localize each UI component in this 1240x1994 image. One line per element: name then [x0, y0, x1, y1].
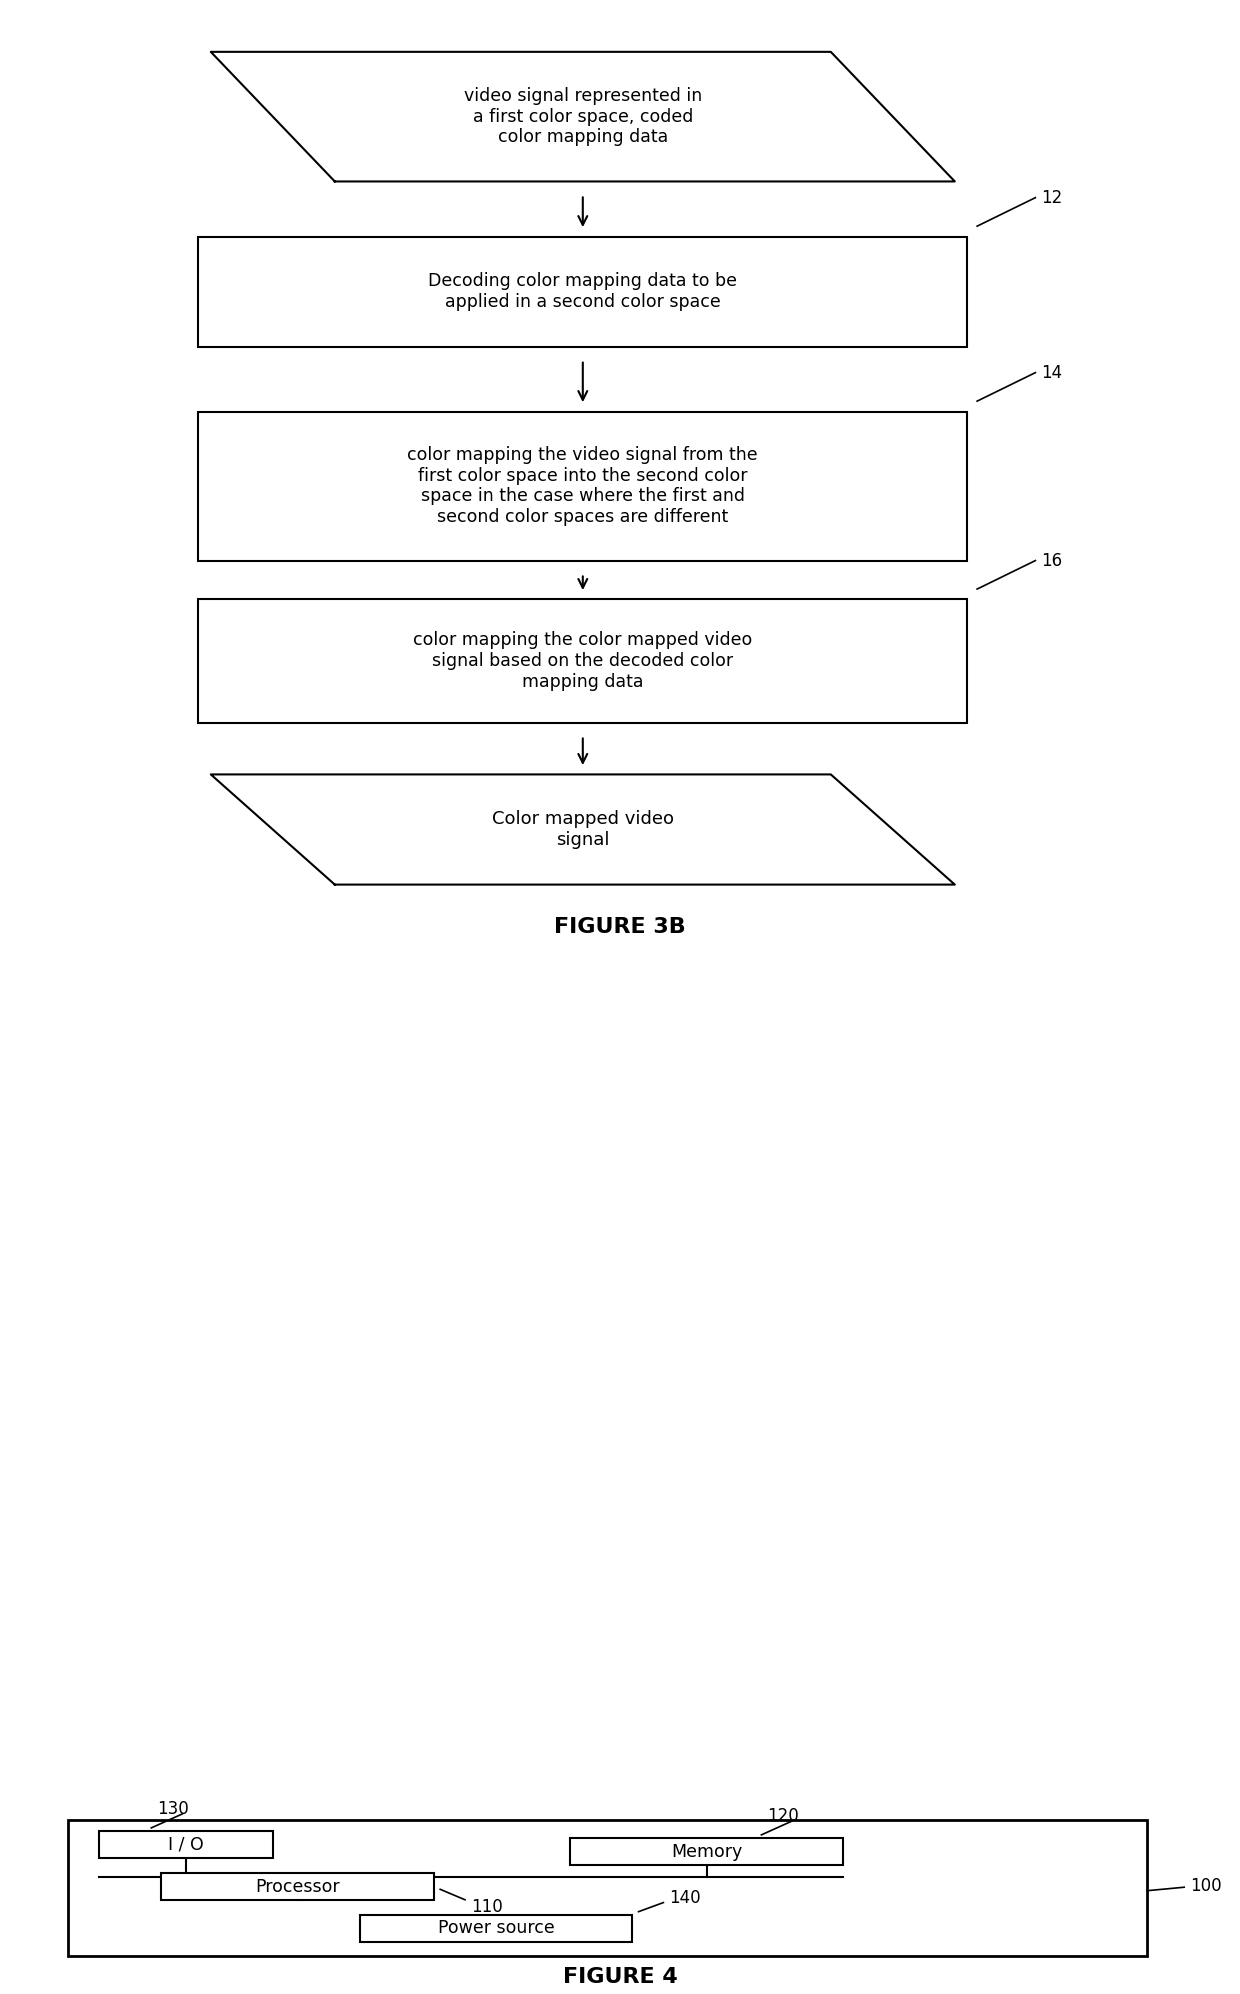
- Bar: [161, 1872, 434, 1900]
- Text: video signal represented in
a first color space, coded
color mapping data: video signal represented in a first colo…: [464, 88, 702, 146]
- Bar: [570, 1838, 843, 1864]
- Text: 14: 14: [1042, 363, 1063, 381]
- Text: 100: 100: [1190, 1876, 1223, 1894]
- Text: Decoding color mapping data to be
applied in a second color space: Decoding color mapping data to be applie…: [428, 273, 738, 311]
- Text: 16: 16: [1042, 552, 1063, 570]
- Text: color mapping the video signal from the
first color space into the second color
: color mapping the video signal from the …: [408, 447, 758, 526]
- Bar: [198, 237, 967, 347]
- Text: Power source: Power source: [438, 1920, 554, 1938]
- Text: 12: 12: [1042, 189, 1063, 207]
- Text: Processor: Processor: [255, 1878, 340, 1896]
- Text: 120: 120: [768, 1807, 800, 1825]
- Bar: [198, 600, 967, 722]
- Text: Color mapped video
signal: Color mapped video signal: [492, 810, 673, 849]
- Bar: [68, 1819, 1147, 1956]
- Text: 130: 130: [157, 1801, 190, 1819]
- Text: 110: 110: [471, 1898, 503, 1916]
- Text: 140: 140: [670, 1888, 702, 1906]
- Text: Memory: Memory: [671, 1842, 743, 1860]
- Text: FIGURE 4: FIGURE 4: [563, 1966, 677, 1986]
- Bar: [360, 1914, 632, 1942]
- Text: FIGURE 3B: FIGURE 3B: [554, 917, 686, 937]
- Bar: [99, 1830, 273, 1858]
- Text: I / O: I / O: [169, 1836, 203, 1854]
- Bar: [198, 411, 967, 560]
- Text: color mapping the color mapped video
signal based on the decoded color
mapping d: color mapping the color mapped video sig…: [413, 632, 753, 690]
